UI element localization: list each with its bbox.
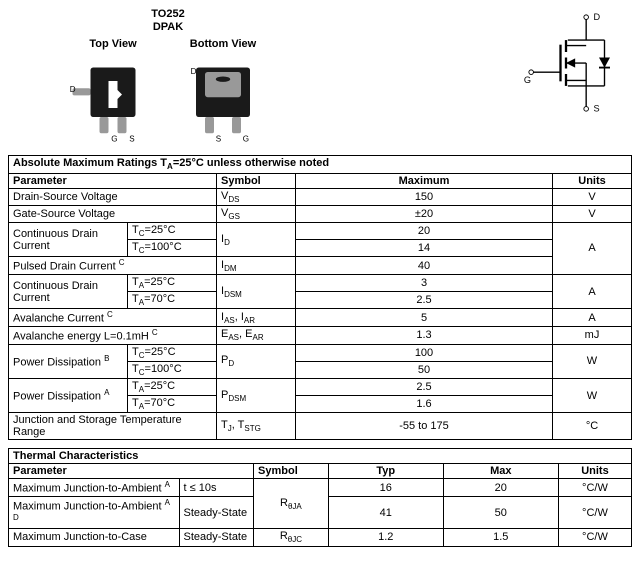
svg-text:G: G	[524, 75, 531, 85]
svg-text:S: S	[216, 135, 222, 144]
table-row: Gate-Source Voltage VGS ±20 V	[9, 205, 632, 222]
package-title: TO252 DPAK	[68, 8, 268, 34]
table-row: Maximum Junction-to-Case Steady-State Rθ…	[9, 529, 632, 546]
mosfet-schematic: D S G	[522, 8, 632, 118]
package-top-view: D G S	[68, 54, 158, 144]
table-row: Drain-Source Voltage VDS 150 V	[9, 188, 632, 205]
header-symbol: Symbol	[217, 173, 296, 188]
abs-max-table: Absolute Maximum Ratings TA=25°C unless …	[8, 155, 632, 440]
svg-text:S: S	[594, 104, 600, 114]
package-images: TO252 DPAK Top View D G S	[8, 8, 268, 147]
table-row: Power Dissipation A TA=25°C PDSM 2.5 W	[9, 379, 632, 396]
header-parameter: Parameter	[9, 173, 217, 188]
table-row: Continuous Drain Current TA=25°C IDSM 3 …	[9, 274, 632, 291]
top-view-label: Top View	[68, 38, 158, 50]
table-row: Power Dissipation B TC=25°C PD 100 W	[9, 344, 632, 361]
svg-text:G: G	[243, 135, 249, 144]
header-max: Max	[443, 464, 558, 479]
svg-text:D: D	[70, 85, 76, 94]
table-row: Avalanche Current C IAS, IAR 5 A	[9, 309, 632, 327]
header-typ: Typ	[328, 464, 443, 479]
package-bottom-view: D S G	[178, 54, 268, 144]
header-parameter: Parameter	[9, 464, 254, 479]
table-row: Pulsed Drain Current C IDM 40	[9, 257, 632, 275]
thermal-title: Thermal Characteristics	[9, 449, 632, 464]
header-units: Units	[553, 173, 632, 188]
table-row: Junction and Storage Temperature Range T…	[9, 413, 632, 440]
table-row: Maximum Junction-to-Ambient A t ≤ 10s Rθ…	[9, 479, 632, 497]
header-symbol: Symbol	[254, 464, 329, 479]
svg-text:D: D	[594, 12, 601, 22]
header-units: Units	[558, 464, 631, 479]
header-maximum: Maximum	[296, 173, 553, 188]
svg-text:S: S	[129, 135, 135, 144]
abs-max-title: Absolute Maximum Ratings TA=25°C unless …	[9, 156, 632, 173]
table-row: Avalanche energy L=0.1mH C EAS, EAR 1.3 …	[9, 327, 632, 345]
header-area: TO252 DPAK Top View D G S	[8, 8, 632, 147]
bottom-view-label: Bottom View	[178, 38, 268, 50]
thermal-table: Thermal Characteristics Parameter Symbol…	[8, 448, 632, 546]
svg-text:G: G	[111, 135, 117, 144]
svg-text:D: D	[191, 67, 197, 76]
table-row: Continuous Drain Current TC=25°C ID 20 A	[9, 222, 632, 239]
